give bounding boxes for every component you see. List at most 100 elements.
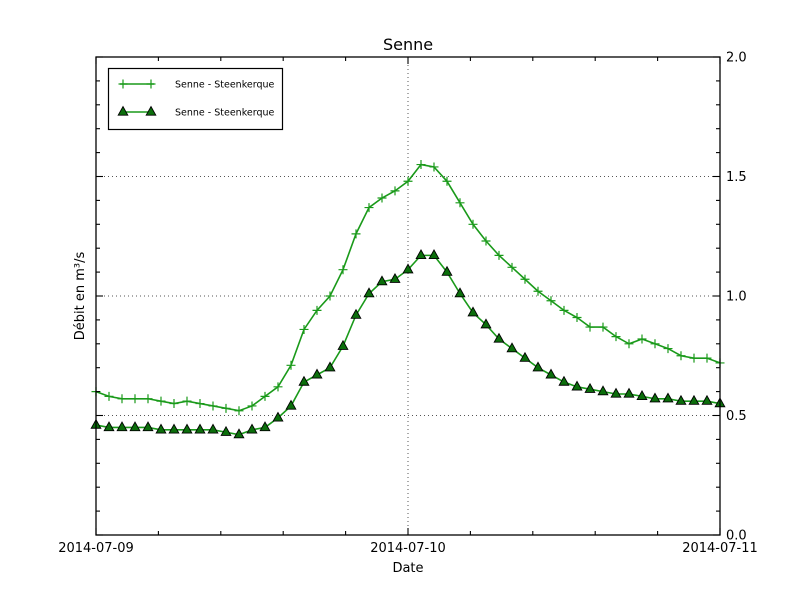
legend-samples: [117, 79, 157, 116]
plus-marker: [195, 399, 205, 409]
plus-marker: [637, 334, 647, 344]
triangle-marker: [207, 423, 219, 434]
plus-marker: [468, 219, 478, 229]
y-axis-label: Débit en m³/s: [73, 252, 88, 341]
triangle-marker: [649, 392, 661, 403]
plus-marker: [299, 324, 309, 334]
triangle-marker: [441, 265, 453, 276]
plus-marker: [390, 186, 400, 196]
triangle-marker: [519, 351, 531, 362]
legend-frame: [107, 67, 284, 131]
x-tick-label-2014-07-11: 2014-07-11: [682, 541, 758, 556]
plus-marker: [325, 291, 335, 301]
triangle-marker: [662, 392, 674, 403]
plus-marker: [559, 305, 569, 315]
triangle-marker: [688, 394, 700, 405]
triangle-marker: [506, 342, 518, 353]
legend-triangle-marker: [145, 105, 157, 116]
x-tick-label-2014-07-09: 2014-07-09: [58, 541, 134, 556]
y-tick-label-0.5: 0.5: [726, 409, 747, 424]
y-tick-label-1.5: 1.5: [726, 170, 747, 185]
triangle-marker: [480, 318, 492, 329]
triangle-marker: [545, 368, 557, 379]
plus-marker: [130, 394, 140, 404]
plus-marker: [286, 360, 296, 370]
y-tick-label-0.0: 0.0: [726, 529, 747, 544]
triangle-marker: [701, 394, 713, 405]
plus-marker: [689, 353, 699, 363]
legend-entry-plus-label: Senne - Steenkerque: [175, 80, 274, 91]
plus-marker: [221, 403, 231, 413]
plus-marker: [247, 401, 257, 411]
plus-marker: [481, 236, 491, 246]
series-line-triangle: [95, 254, 721, 436]
triangle-marker: [142, 421, 154, 432]
triangle-marker: [324, 361, 336, 372]
triangle-marker: [233, 428, 245, 439]
plus-marker: [702, 353, 712, 363]
plus-marker: [156, 396, 166, 406]
plus-marker: [312, 305, 322, 315]
legend-entry-triangle-label: Senne - Steenkerque: [175, 108, 274, 119]
triangle-marker: [467, 306, 479, 317]
plus-marker: [416, 160, 426, 170]
legend-plus-marker: [118, 79, 128, 89]
y-tick-label-2.0: 2.0: [726, 51, 747, 66]
data-series: [90, 160, 726, 439]
plus-marker: [624, 339, 634, 349]
triangle-marker: [597, 385, 609, 396]
gridlines: [96, 57, 720, 535]
triangle-marker: [272, 411, 284, 422]
triangle-marker: [259, 421, 271, 432]
plus-marker: [403, 176, 413, 186]
triangle-marker: [389, 272, 401, 283]
plus-marker: [104, 391, 114, 401]
triangle-marker: [181, 423, 193, 434]
chart-title: Senne: [383, 35, 433, 54]
plus-marker: [663, 344, 673, 354]
triangle-marker: [311, 368, 323, 379]
series-plus: [91, 160, 725, 416]
triangle-marker: [363, 287, 375, 298]
plus-marker: [546, 296, 556, 306]
plus-marker: [533, 286, 543, 296]
triangle-marker: [454, 287, 466, 298]
triangle-marker: [155, 423, 167, 434]
plus-marker: [572, 313, 582, 323]
triangle-marker: [337, 339, 349, 350]
triangle-marker: [103, 421, 115, 432]
plus-marker: [676, 351, 686, 361]
plus-marker: [598, 322, 608, 332]
triangle-marker: [428, 249, 440, 260]
plus-marker: [429, 162, 439, 172]
plus-marker: [182, 396, 192, 406]
plus-marker: [117, 394, 127, 404]
triangle-marker: [675, 394, 687, 405]
y-tick-label-1.0: 1.0: [726, 290, 747, 305]
triangle-marker: [246, 423, 258, 434]
plus-marker: [351, 229, 361, 239]
x-axis-label: Date: [392, 561, 423, 576]
triangle-marker: [194, 423, 206, 434]
triangle-marker: [285, 399, 297, 410]
plus-marker: [338, 265, 348, 275]
triangle-marker: [350, 308, 362, 319]
plus-marker: [364, 203, 374, 213]
plus-marker: [208, 401, 218, 411]
triangle-marker: [636, 390, 648, 401]
triangle-marker: [610, 387, 622, 398]
series-triangle: [90, 249, 726, 439]
triangle-marker: [402, 263, 414, 274]
legend-plus-marker: [146, 79, 156, 89]
plus-marker: [585, 322, 595, 332]
plus-marker: [507, 262, 517, 272]
plus-marker: [377, 193, 387, 203]
x-tick-label-2014-07-10: 2014-07-10: [370, 541, 446, 556]
axis-ticks: [95, 56, 721, 536]
plus-marker: [260, 391, 270, 401]
plus-marker: [442, 176, 452, 186]
plus-marker: [169, 399, 179, 409]
plus-marker: [611, 332, 621, 342]
